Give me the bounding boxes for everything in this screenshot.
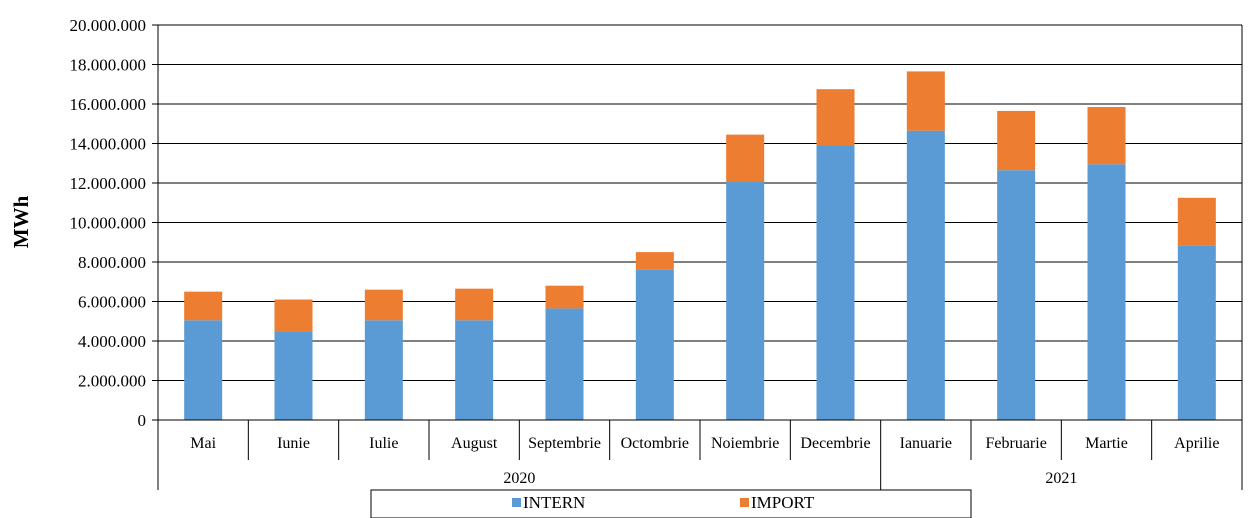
x-category-label: August [451, 435, 498, 452]
x-category-label: Ianuarie [900, 435, 952, 452]
year-group-label: 2020 [503, 470, 535, 487]
bar-intern-ianuarie [906, 130, 945, 420]
bar-import-septembrie [545, 285, 584, 309]
bar-import-iulie [364, 289, 403, 321]
y-tick-label: 12.000.000 [70, 174, 147, 193]
x-category-label: Iulie [369, 435, 398, 452]
y-axis-title: MWh [9, 195, 33, 248]
y-tick-label: 8.000.000 [78, 253, 146, 272]
bar-intern-martie [1087, 164, 1126, 420]
y-tick-labels: 0 2.000.000 4.000.000 6.000.000 8.000.000 10.… [70, 16, 147, 430]
bar-intern-iulie [364, 320, 403, 420]
y-tick-label: 0 [138, 411, 147, 430]
legend-swatch-intern [512, 498, 521, 507]
bar-intern-mai [184, 320, 223, 420]
year-groups: 2020 2021 [157, 460, 1243, 490]
bar-import-octombrie [635, 252, 674, 270]
bar-import-februarie [997, 110, 1036, 171]
x-category-label: Martie [1085, 435, 1128, 452]
bar-import-ianuarie [906, 71, 945, 131]
x-category-label: Decembrie [800, 435, 870, 452]
y-tick-label: 14.000.000 [70, 135, 147, 154]
legend-box [370, 489, 972, 518]
bar-intern-noiembrie [726, 182, 765, 420]
y-tick-label: 10.000.000 [70, 214, 147, 233]
x-category-label: Mai [190, 435, 216, 452]
bar-intern-octombrie [635, 269, 674, 420]
legend-swatch-import [740, 498, 749, 507]
bar-intern-septembrie [545, 308, 584, 420]
x-category-label: Octombrie [621, 435, 689, 452]
bar-intern-iunie [274, 331, 313, 420]
bars [184, 71, 1216, 420]
bar-import-noiembrie [726, 134, 765, 183]
x-category-label: Noiembrie [711, 435, 779, 452]
bar-import-august [455, 288, 494, 321]
y-tick-label: 2.000.000 [78, 372, 146, 391]
x-category-labels: Mai Iunie Iulie August Septembrie Octombrie No… [157, 420, 1243, 460]
year-group-label: 2021 [1045, 470, 1077, 487]
bar-import-iunie [274, 299, 313, 332]
legend-label-intern: INTERN [523, 493, 585, 512]
x-category-label: Septembrie [528, 435, 601, 452]
bar-import-aprilie [1177, 197, 1216, 246]
bar-intern-decembrie [816, 145, 855, 420]
y-tick-label: 4.000.000 [78, 332, 146, 351]
bar-import-mai [184, 291, 223, 321]
y-tick-label: 16.000.000 [70, 95, 147, 114]
bar-intern-februarie [997, 170, 1036, 420]
bar-import-martie [1087, 106, 1126, 165]
y-tick-label: 6.000.000 [78, 293, 146, 312]
legend-label-import: IMPORT [751, 493, 815, 512]
bar-import-decembrie [816, 89, 855, 146]
x-category-label: Februarie [986, 435, 1047, 452]
gridlines [152, 24, 1242, 421]
y-tick-label: 18.000.000 [70, 56, 147, 75]
bar-intern-aprilie [1177, 245, 1216, 420]
x-category-label: Aprilie [1174, 435, 1219, 452]
x-category-label: Iunie [277, 435, 310, 452]
bar-intern-august [455, 320, 494, 420]
y-tick-label: 20.000.000 [70, 16, 147, 35]
legend: INTERN IMPORT [370, 489, 972, 518]
